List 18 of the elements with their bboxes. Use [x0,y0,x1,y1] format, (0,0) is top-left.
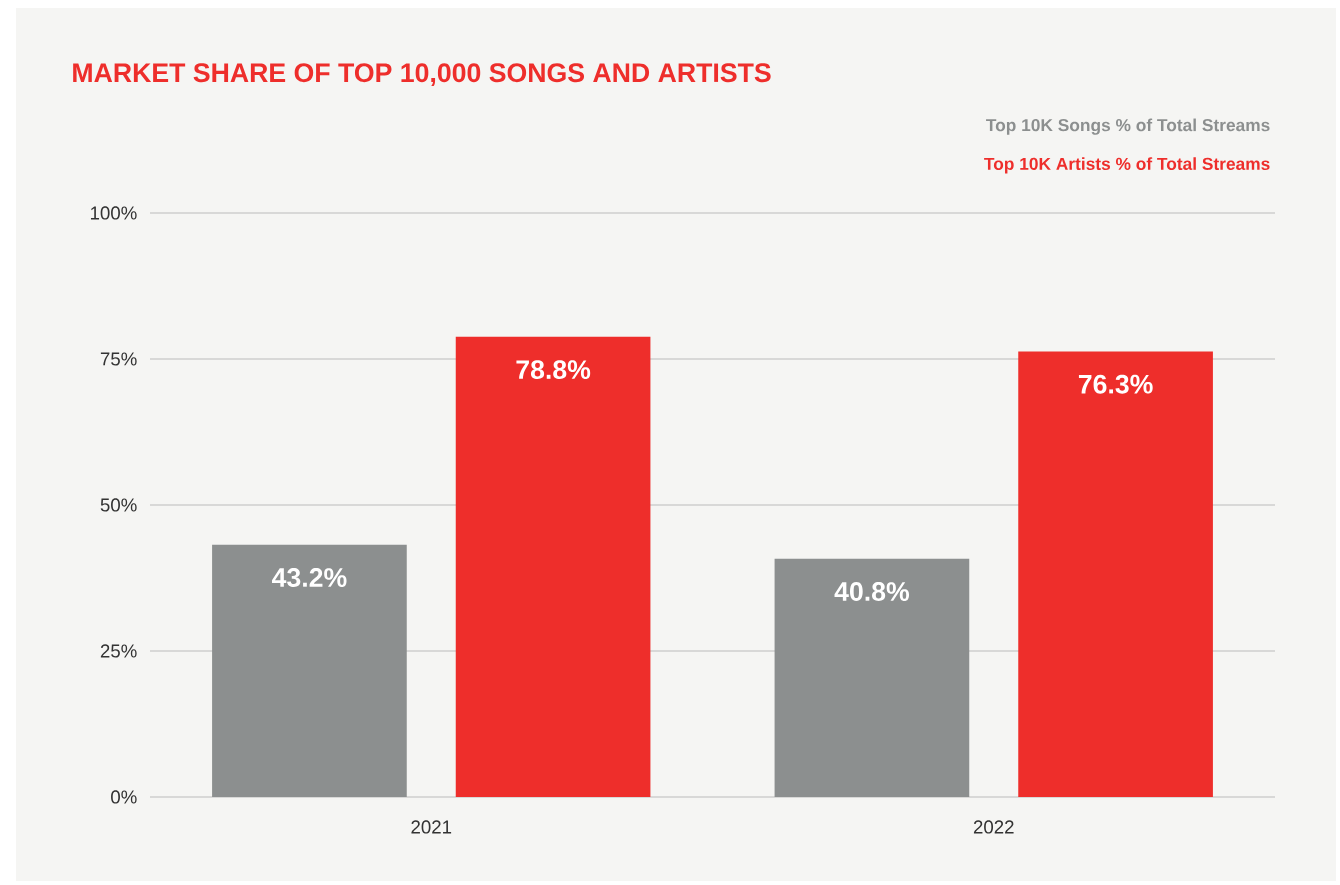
y-tick-label: 50% [100,498,137,512]
x-tick-label: 2022 [973,820,1014,834]
data-label: 78.8% [516,360,591,380]
bar [774,558,970,797]
y-tick-label: 25% [100,644,137,658]
y-tick-label: 100% [90,206,137,220]
data-label: 76.3% [1078,374,1153,394]
x-tick-label: 2021 [411,820,452,834]
y-tick-label: 75% [100,352,137,366]
bar [455,336,651,797]
data-label: 43.2% [272,568,347,587]
y-tick-label: 0% [111,790,137,804]
text: Top 10K Songs % of Total Streams [986,118,1270,135]
data-label: 40.8% [834,582,910,601]
chart-title: MARKET SHARE OF TOP 10,000 SONGS AND ARTISTS [73,63,771,87]
bar [212,544,407,797]
bar [1018,351,1213,797]
text: Top 10K Artists % of Total Streams [984,157,1270,174]
